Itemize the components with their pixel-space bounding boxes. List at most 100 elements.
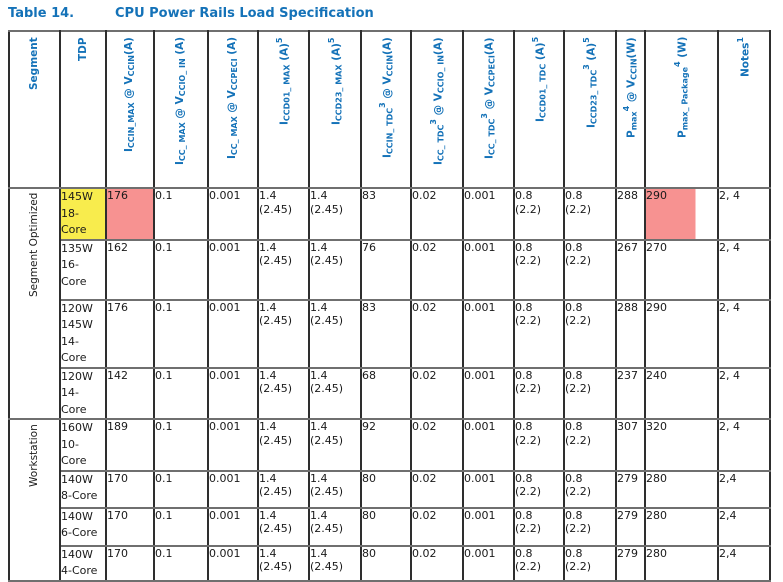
value-cell-pmax: 279 <box>615 469 646 509</box>
header-text-segment: @ V <box>483 86 496 113</box>
col-header-label: Pmax4 @ VCCIN(W) <box>622 32 639 184</box>
value-cell-icc-max-vccpeci: 0.001 <box>207 544 259 582</box>
tdp-cell: 140W 8-Core <box>59 469 107 509</box>
header-text-segment: I <box>278 120 291 125</box>
header-text-segment: TDP <box>76 37 89 61</box>
value-cell-iccd23-tdc: 0.8 (2.2) <box>563 366 617 420</box>
header-text-segment: (A) <box>330 42 343 64</box>
value-cell-icc-tdc-vccpeci: 0.001 <box>462 418 515 472</box>
value-cell-iccd01-max: 1.4 (2.45) <box>257 544 310 582</box>
value-cell-iccd23-max: 1.4 (2.45) <box>308 298 362 369</box>
header-text-segment: CCIO_ IN <box>436 54 446 93</box>
value-cell-iccin-max: 170 <box>105 469 155 509</box>
col-header-label: ICC_ MAX @ VCCIO_ IN (A) <box>174 32 187 184</box>
segment-group-workstation: Workstation <box>8 418 61 582</box>
header-text-segment: @ V <box>174 96 187 123</box>
value-cell-pmax: 279 <box>615 544 646 582</box>
header-text-segment: (A) <box>432 37 445 55</box>
value-cell-pmax-package: 280 <box>644 506 719 547</box>
table-row: 140W 6-Core 170 0.1 0.001 1.4 (2.45) 1.4 (2.4… <box>9 506 771 547</box>
header-text-segment: 5 <box>530 37 540 43</box>
value-cell-icc-max-vccio: 0.1 <box>153 544 209 582</box>
header-text-segment: (W) <box>625 37 638 59</box>
value-cell-iccd23-tdc: 0.8 (2.2) <box>563 238 617 301</box>
col-header-icc-tdc-vccio: ICC_ TDC3 @ VCCIO_ IN(A) <box>410 30 464 189</box>
table-row: 120W 14- Core 142 0.1 0.001 1.4 (2.45) 1.4 (2… <box>9 366 771 420</box>
value-cell-icc-max-vccio: 0.1 <box>153 469 209 509</box>
header-text-segment: (A) <box>278 42 291 64</box>
header-text-segment: I <box>330 120 343 125</box>
header-text-segment: CCD01_ MAX <box>282 63 292 121</box>
value-cell-notes: 2, 4 <box>717 187 771 241</box>
value-cell-iccd01-max: 1.4 (2.45) <box>257 366 310 420</box>
value-cell-iccd23-tdc: 0.8 (2.2) <box>563 187 617 241</box>
value-cell-pmax-package: 280 <box>644 469 719 509</box>
header-text-segment: CCIN_ TDC <box>385 107 395 154</box>
col-header-tdp: TDP <box>59 30 107 189</box>
col-header-iccd23-max: ICCD23_ MAX (A)5 <box>308 30 362 189</box>
header-text-segment: Segment <box>28 37 41 90</box>
table-row: Segment Optimized 145W 18- Core 176 0.1 0.00… <box>8 187 771 420</box>
header-text-segment: I <box>174 161 187 166</box>
value-cell-icc-max-vccio: 0.1 <box>153 187 209 241</box>
value-cell-pmax-package: 280 <box>644 544 719 582</box>
value-cell-iccd23-tdc: 0.8 (2.2) <box>563 418 617 472</box>
header-text-segment: I <box>123 147 136 152</box>
value-cell-pmax: 288 <box>615 187 646 241</box>
header-text-segment: 3 <box>377 102 387 108</box>
value-cell-pmax: 267 <box>615 238 646 301</box>
col-header-icc-max-vccio: ICC_ MAX @ VCCIO_ IN (A) <box>153 30 209 189</box>
value-cell-iccd01-tdc: 0.8 (2.2) <box>513 469 565 509</box>
value-cell-pmax: 237 <box>615 366 646 420</box>
value-cell-iccd23-tdc: 0.8 (2.2) <box>563 469 617 509</box>
value-cell-pmax-package: 270 <box>644 238 719 301</box>
value-cell-pmax-package: 240 <box>644 366 719 420</box>
header-text-segment: 5 <box>326 37 336 43</box>
header-text-segment: CC_ TDC <box>436 124 446 161</box>
value-cell-iccd23-max: 1.4 (2.45) <box>308 506 362 547</box>
header-text-segment: CCD01_ TDC <box>538 63 548 119</box>
header-text-segment: I <box>483 154 496 159</box>
value-cell-notes: 2,4 <box>717 544 771 582</box>
col-header-icc-max-vccpeci: ICC_ MAX @ VCCPECI (A) <box>207 30 259 189</box>
table-row: 120W 145W 14- Core 176 0.1 0.001 1.4 (2.45) 1… <box>9 298 771 369</box>
segment-group-label: Workstation <box>28 424 41 487</box>
value-cell-icc-max-vccpeci: 0.001 <box>207 506 259 547</box>
value-cell-pmax-package: 290 <box>644 298 719 369</box>
header-text-segment: CCIO_ IN <box>178 58 188 97</box>
header-text-segment: CCPECI <box>487 54 497 87</box>
header-row: Segment TDP ICCIN_MAX @ VCCIN(A) ICC_ MAX @… <box>8 30 771 189</box>
value-cell-iccd01-max: 1.4 (2.45) <box>257 238 310 301</box>
value-cell-notes: 2, 4 <box>717 418 771 472</box>
value-cell-iccd23-max: 1.4 (2.45) <box>308 187 362 241</box>
value-cell-iccd23-tdc: 0.8 (2.2) <box>563 506 617 547</box>
value-cell-iccd01-tdc: 0.8 (2.2) <box>513 187 565 241</box>
value-cell-icc-tdc-vccpeci: 0.001 <box>462 366 515 420</box>
value-cell-iccd23-max: 1.4 (2.45) <box>308 366 362 420</box>
header-text-segment: @ V <box>123 76 136 103</box>
value-cell-icc-max-vccio: 0.1 <box>153 298 209 369</box>
value-cell-iccin-tdc: 80 <box>360 469 412 509</box>
header-text-segment: 3 <box>480 112 490 119</box>
value-cell-iccd01-tdc: 0.8 (2.2) <box>513 544 565 582</box>
value-cell-icc-max-vccpeci: 0.001 <box>207 187 259 241</box>
header-text-segment: P <box>676 130 689 139</box>
value-cell-icc-max-vccpeci: 0.001 <box>207 298 259 369</box>
header-text-segment: CCIN <box>629 58 639 80</box>
header-text-segment: CC_ MAX <box>230 116 240 156</box>
cpu-power-rails-table: Segment TDP ICCIN_MAX @ VCCIN(A) ICC_ MAX @… <box>8 30 771 582</box>
header-text-segment: (A) <box>381 37 394 55</box>
value-cell-iccin-max: 170 <box>105 544 155 582</box>
value-cell-pmax-package: 320 <box>644 418 719 472</box>
value-cell-iccd01-max: 1.4 (2.45) <box>257 418 310 472</box>
value-cell-icc-tdc-vccpeci: 0.001 <box>462 469 515 509</box>
header-text-segment: 4 <box>673 61 683 68</box>
page-title: CPU Power Rails Load Specification <box>115 6 374 21</box>
header-text-segment: I <box>585 123 598 128</box>
header-text-segment: CCD23_ TDC <box>589 69 599 124</box>
value-cell-icc-max-vccpeci: 0.001 <box>207 418 259 472</box>
col-header-notes: Notes1 <box>717 30 771 189</box>
col-header-label: ICC_ MAX @ VCCPECI (A) <box>226 32 239 184</box>
table-row: Workstation 160W 10- Core 189 0.1 0.001 1.4 (… <box>8 418 771 582</box>
